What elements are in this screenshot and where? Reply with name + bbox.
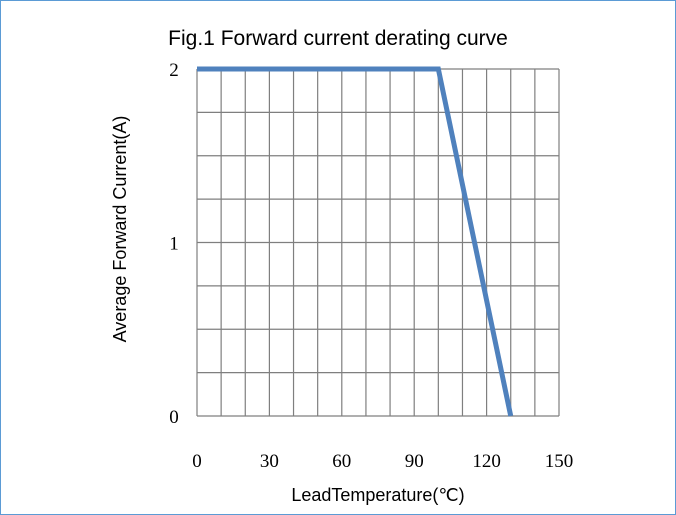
y-tick-label: 0	[169, 407, 179, 428]
grid	[196, 68, 560, 417]
x-tick-labels: 0 30 60 90 120 150	[192, 451, 573, 472]
y-tick-labels: 0 1 2	[169, 60, 179, 428]
chart-title: Fig.1 Forward current derating curve	[168, 27, 508, 50]
series-group	[197, 66, 514, 417]
x-tick-label: 150	[545, 451, 574, 472]
x-tick-label: 120	[472, 451, 501, 472]
series-line	[197, 66, 514, 417]
x-tick-label: 0	[192, 451, 202, 472]
x-tick-label: 60	[332, 451, 351, 472]
x-tick-label: 90	[405, 451, 424, 472]
y-tick-label: 2	[169, 60, 179, 81]
x-tick-label: 30	[260, 451, 279, 472]
y-tick-label: 1	[169, 234, 179, 255]
y-axis-label: Average Forward Current(A)	[110, 116, 130, 343]
x-axis-label: LeadTemperature(℃)	[291, 485, 464, 505]
